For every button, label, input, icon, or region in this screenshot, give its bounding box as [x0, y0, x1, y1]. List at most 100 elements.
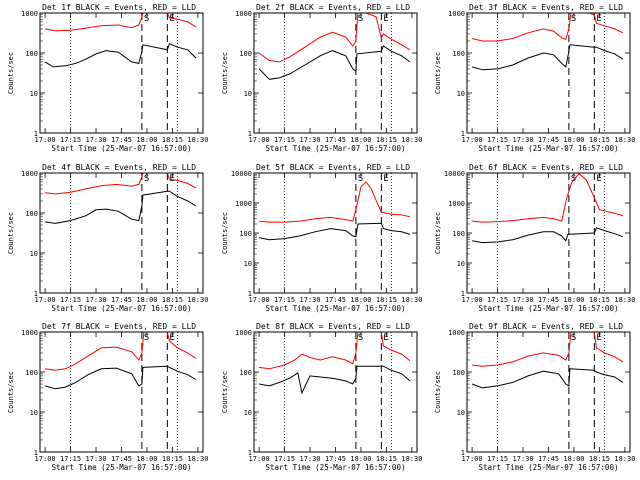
marker-label: S	[571, 174, 576, 184]
y-tick-label: 10	[244, 260, 252, 268]
y-axis-label: Counts/sec	[434, 371, 442, 413]
panel-title: Det 3f BLACK = Events, RED = LLD	[469, 3, 623, 12]
x-tick-label: 18:15	[162, 136, 183, 144]
y-tick-label: 1000	[448, 200, 465, 208]
y-tick-label: 100	[25, 50, 38, 58]
series-line-lld	[45, 12, 197, 32]
series-line-lld	[472, 331, 624, 367]
x-tick-label: 17:30	[512, 296, 533, 304]
y-axis-label: Counts/sec	[434, 52, 442, 94]
x-tick-label: 18:00	[350, 296, 371, 304]
plot-frame	[253, 331, 418, 453]
x-tick-label: 17:30	[299, 136, 320, 144]
marker-label: E	[169, 14, 174, 24]
detector-panel-4: Det 4f BLACK = Events, RED = LLD 1 10 100 10…	[7, 163, 208, 313]
series-line-lld	[259, 181, 411, 223]
x-tick-label: 17:00	[35, 455, 56, 463]
plot-frame	[466, 172, 631, 294]
x-tick-label: 18:00	[350, 136, 371, 144]
y-tick-label: 1	[34, 130, 38, 138]
x-tick-label: 17:45	[111, 296, 132, 304]
series-line-lld	[472, 172, 624, 223]
detector-panel-1: Det 1f BLACK = Events, RED = LLD 1 10 100 10…	[7, 3, 208, 153]
marker-label: S	[358, 174, 363, 184]
plot-frame	[39, 172, 204, 294]
x-tick-label: 18:15	[376, 136, 397, 144]
panel-title: Det 7f BLACK = Events, RED = LLD	[42, 322, 196, 331]
x-axis-label: Start Time (25-Mar-07 16:57:00)	[52, 304, 192, 313]
marker-label: S	[358, 14, 363, 24]
y-tick-label: 10000	[231, 170, 252, 178]
marker-label: S	[358, 333, 363, 343]
marker-label: E	[169, 333, 174, 343]
x-tick-label: 17:45	[325, 136, 346, 144]
series-line-lld	[258, 12, 411, 63]
y-tick-label: 1	[248, 130, 252, 138]
panel-title: Det 2f BLACK = Events, RED = LLD	[256, 3, 410, 12]
marker-label: S	[144, 174, 149, 184]
detector-panel-3: Det 3f BLACK = Events, RED = LLD 1 10 100 10…	[434, 3, 635, 153]
x-tick-label: 17:30	[512, 455, 533, 463]
marker-label: E	[596, 174, 601, 184]
y-tick-label: 100	[25, 369, 38, 377]
detector-panel-8: Det 8f BLACK = Events, RED = LLD 1 10 100 10…	[221, 322, 422, 472]
plot-frame	[39, 12, 204, 134]
series-line-lld	[45, 331, 197, 371]
x-tick-label: 17:15	[60, 296, 81, 304]
y-tick-label: 10000	[444, 170, 465, 178]
x-tick-label: 18:30	[187, 455, 208, 463]
y-tick-label: 100	[25, 210, 38, 218]
x-tick-label: 18:15	[589, 296, 610, 304]
y-tick-label: 1000	[448, 10, 465, 18]
detector-panel-7: Det 7f BLACK = Events, RED = LLD 1 10 100 10…	[7, 322, 208, 472]
x-tick-label: 17:45	[538, 296, 559, 304]
x-axis-label: Start Time (25-Mar-07 16:57:00)	[479, 463, 619, 472]
x-axis-label: Start Time (25-Mar-07 16:57:00)	[266, 144, 406, 153]
x-tick-label: 17:30	[512, 136, 533, 144]
x-tick-label: 18:15	[589, 455, 610, 463]
y-tick-label: 10	[457, 260, 465, 268]
x-tick-label: 17:15	[274, 296, 295, 304]
plot-frame	[39, 331, 204, 453]
marker-label: E	[596, 333, 601, 343]
x-tick-label: 17:00	[249, 136, 270, 144]
y-axis-label: Counts/sec	[7, 212, 15, 254]
x-tick-label: 17:15	[487, 455, 508, 463]
x-tick-label: 18:30	[614, 296, 635, 304]
detector-panel-5: Det 5f BLACK = Events, RED = LLD 1 10 100 10…	[221, 163, 422, 313]
y-tick-label: 10	[457, 409, 465, 417]
x-tick-label: 17:30	[85, 136, 106, 144]
series-line-lld	[259, 331, 411, 370]
x-tick-label: 17:00	[249, 296, 270, 304]
x-axis-label: Start Time (25-Mar-07 16:57:00)	[52, 144, 192, 153]
x-tick-label: 18:15	[162, 455, 183, 463]
plot-frame	[253, 12, 418, 134]
x-tick-label: 18:15	[589, 136, 610, 144]
marker-label: S	[144, 14, 149, 24]
series-line-events	[45, 190, 197, 224]
x-tick-label: 18:30	[187, 296, 208, 304]
x-tick-label: 17:00	[462, 455, 483, 463]
panel-title: Det 1f BLACK = Events, RED = LLD	[42, 3, 196, 12]
x-tick-label: 18:00	[136, 455, 157, 463]
series-line-lld	[45, 172, 197, 195]
x-tick-label: 17:15	[60, 136, 81, 144]
x-tick-label: 17:30	[85, 455, 106, 463]
marker-label: E	[383, 174, 388, 184]
series-line-events	[258, 45, 411, 80]
x-tick-label: 18:00	[136, 296, 157, 304]
x-tick-label: 18:00	[136, 136, 157, 144]
x-tick-label: 17:45	[538, 136, 559, 144]
y-tick-label: 1	[34, 290, 38, 298]
y-tick-label: 100	[452, 369, 465, 377]
x-tick-label: 17:15	[274, 455, 295, 463]
y-tick-label: 100	[239, 50, 252, 58]
x-axis-label: Start Time (25-Mar-07 16:57:00)	[266, 304, 406, 313]
marker-label: S	[571, 333, 576, 343]
x-tick-label: 17:15	[487, 296, 508, 304]
x-tick-label: 17:00	[462, 296, 483, 304]
x-tick-label: 17:00	[249, 455, 270, 463]
y-axis-label: Counts/sec	[221, 371, 229, 413]
y-tick-label: 1	[461, 290, 465, 298]
